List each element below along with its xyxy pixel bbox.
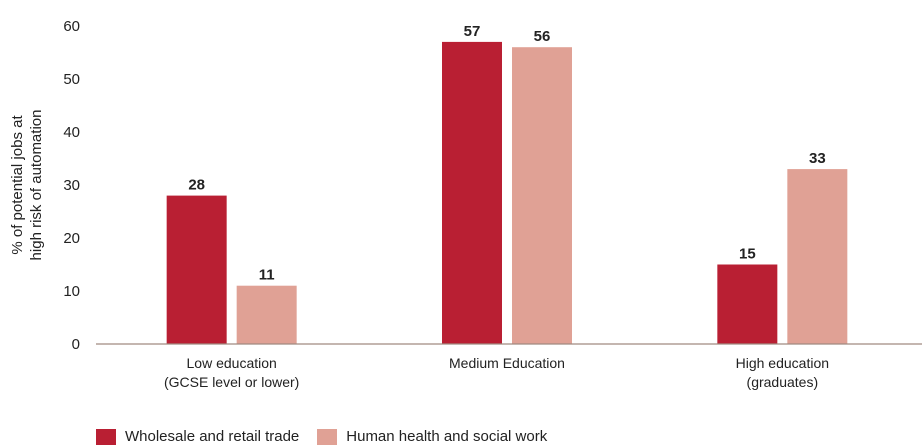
bar-health-2	[787, 169, 848, 344]
y-tick-label: 20	[63, 230, 80, 247]
y-tick-label: 30	[63, 177, 80, 194]
category-label: Low education	[187, 355, 277, 371]
data-label: 33	[809, 150, 826, 167]
data-label: 28	[188, 177, 205, 194]
bar-health-1	[512, 47, 572, 344]
legend-swatch	[96, 428, 116, 445]
category-label: Medium Education	[449, 355, 565, 371]
legend-label: Human health and social work	[346, 428, 548, 445]
y-tick-label: 10	[63, 283, 80, 300]
bar-health-0	[236, 285, 297, 344]
bar-wholesale-1	[442, 41, 502, 345]
data-label: 15	[739, 246, 756, 263]
bars: 28 11 57 56 15 33	[166, 23, 848, 345]
category-label: High education	[736, 355, 829, 371]
y-axis-title-line: % of potential jobs at	[9, 115, 26, 255]
y-tick-label: 50	[63, 71, 80, 88]
bar-wholesale-0	[166, 195, 227, 344]
y-tick-label: 40	[63, 124, 80, 141]
data-label: 11	[259, 267, 275, 284]
y-tick-label: 60	[63, 18, 80, 35]
data-label: 56	[534, 28, 551, 45]
data-label: 57	[464, 23, 481, 40]
y-axis-title: % of potential jobs at high risk of autom…	[9, 110, 45, 261]
y-axis-ticks: 0 10 20 30 40 50 60	[63, 18, 80, 353]
legend-item: Wholesale and retail trade	[96, 428, 299, 445]
legend-item: Human health and social work	[317, 428, 547, 445]
category-label: (GCSE level or lower)	[164, 374, 299, 390]
bar-wholesale-2	[717, 264, 778, 344]
legend-swatch	[317, 428, 338, 445]
legend-label: Wholesale and retail trade	[125, 428, 300, 445]
y-axis-title-line: high risk of automation	[28, 110, 45, 261]
category-label: (graduates)	[747, 374, 819, 390]
y-tick-label: 0	[72, 336, 80, 353]
category-labels: Low education (GCSE level or lower) Medium…	[164, 355, 829, 390]
legend: Wholesale and retail trade Human health a…	[96, 428, 565, 445]
